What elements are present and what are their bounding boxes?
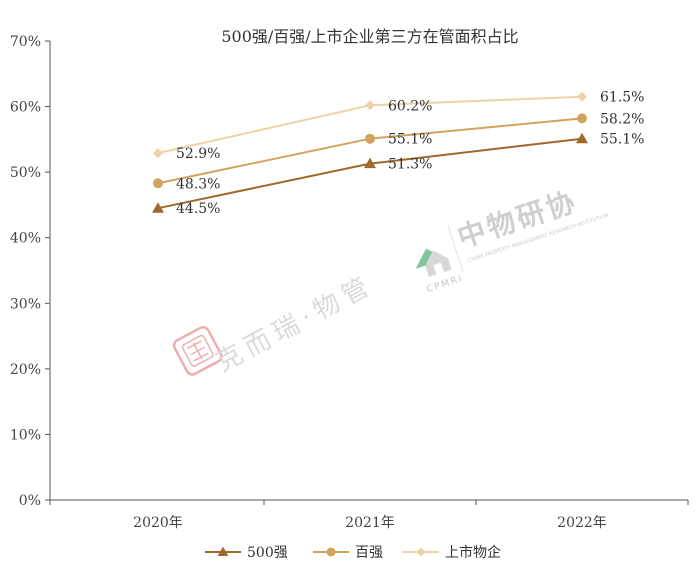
data-point (364, 157, 376, 169)
data-point (152, 202, 164, 213)
data-label: 55.1% (388, 132, 432, 148)
watermark-left-text: 克而瑞·物管 (211, 270, 379, 378)
data-point (577, 113, 587, 124)
y-tick-label: 10% (10, 427, 41, 443)
watermark-right: CPMRI 中物研协 CHINA PROPERTY MANAGEMENT RES… (415, 185, 610, 295)
axes: 0% 10% 20% 30% 40% 50% 60% 70% 2020年 2021年 2022年 (10, 34, 689, 531)
series-layer: 52.9% 60.2% 61.5% 48.3% 55.1% 58.2% 44.5% 51.3%… (152, 90, 644, 217)
chart-title-group: 500强/百强/上市企业第三方在管面积占比 (221, 27, 518, 46)
data-point (153, 148, 163, 159)
y-tick-label: 60% (10, 100, 41, 116)
data-label: 44.5% (176, 201, 220, 217)
y-tick-label: 20% (10, 362, 41, 378)
data-point (576, 132, 588, 144)
series-line (157, 117, 583, 185)
data-label: 55.1% (600, 132, 644, 148)
legend-swatch-marker (217, 546, 229, 557)
data-point (365, 133, 375, 144)
series-0: 44.5% 51.3% 55.1% (152, 132, 644, 217)
y-tick-label: 40% (10, 231, 41, 247)
y-tick-label: 30% (10, 296, 41, 312)
data-point (577, 91, 587, 102)
y-tick-label: 0% (19, 493, 41, 509)
watermark-left: 克而瑞·物管 (172, 270, 379, 378)
data-point (153, 178, 163, 189)
data-label: 61.5% (600, 90, 644, 106)
legend: 500强 百强 上市物企 (205, 544, 501, 561)
legend-item-0: 500强 (205, 545, 288, 561)
legend-label: 上市物企 (445, 544, 501, 561)
data-label: 58.2% (600, 111, 644, 127)
crm-seal-icon (172, 326, 223, 376)
series-2: 52.9% 60.2% 61.5% (153, 90, 644, 162)
y-tick-label: 50% (10, 165, 41, 181)
data-point (365, 100, 375, 111)
data-label: 48.3% (176, 176, 220, 192)
legend-label: 500强 (247, 545, 288, 561)
data-label: 60.2% (388, 98, 432, 114)
legend-swatch-marker (326, 547, 336, 557)
watermark-right-divider (447, 224, 464, 273)
y-tick-label: 70% (10, 34, 41, 50)
data-label: 52.9% (176, 146, 220, 162)
cpmri-logo-icon (415, 248, 452, 278)
x-tick-label: 2020年 (133, 515, 183, 531)
x-tick-label: 2022年 (557, 515, 607, 531)
legend-item-2: 上市物企 (403, 544, 501, 561)
chart-title: 500强/百强/上市企业第三方在管面积占比 (221, 27, 518, 46)
watermark-right-abbr: CPMRI (425, 274, 465, 295)
data-label: 51.3% (388, 157, 432, 173)
legend-label: 百强 (355, 545, 383, 561)
x-tick-label: 2021年 (345, 515, 395, 531)
series-1: 48.3% 55.1% 58.2% (153, 111, 644, 192)
legend-item-1: 百强 (313, 545, 383, 561)
series-line (157, 137, 583, 210)
legend-swatch-marker (416, 547, 426, 557)
